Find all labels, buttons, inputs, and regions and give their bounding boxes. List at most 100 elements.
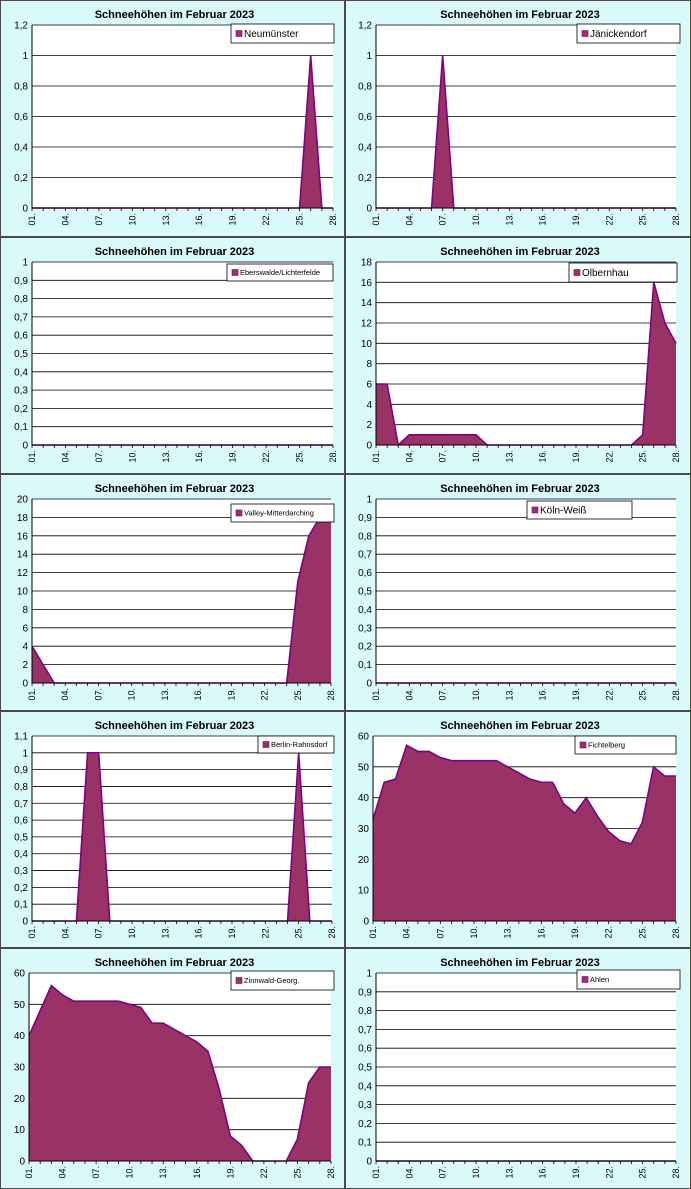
x-tick-label: 04. (404, 688, 414, 701)
legend-swatch (579, 741, 587, 749)
x-tick-label: 07. (435, 926, 445, 939)
chart-svg: 0 0,2 0,4 0,6 0,8 1 1,2 01. 04. 07. 10. 13. 16. 19. 22… (14, 9, 338, 226)
x-tick-label: 28. (326, 688, 336, 701)
y-tick-label: 10 (17, 587, 29, 598)
x-tick-label: 19. (571, 450, 581, 463)
x-tick-label: 19. (227, 926, 237, 939)
y-tick-label: 0 (22, 679, 28, 690)
x-tick-label: 16. (194, 213, 204, 226)
x-tick-label: 07. (438, 1166, 448, 1179)
y-tick-label: 0,4 (358, 143, 372, 154)
x-tick-label: 10. (469, 926, 479, 939)
y-tick-label: 50 (14, 1000, 26, 1011)
y-tick-label: 0,7 (14, 312, 28, 323)
chart-panel: 0 0,1 0,2 0,3 0,4 0,5 0,6 0,7 0,8 0,9 1 01. 04. 07. 10… (345, 948, 691, 1189)
x-tick-label: 19. (226, 688, 236, 701)
y-tick-label: 0,2 (14, 404, 28, 415)
y-tick-label: 0,5 (14, 832, 28, 843)
legend-label: Berlin-Rahnsdorf (271, 740, 328, 749)
x-tick-label: 13. (504, 213, 514, 226)
x-tick-label: 10. (471, 450, 481, 463)
x-tick-label: 10. (471, 688, 481, 701)
y-tick-label: 0,7 (358, 550, 372, 561)
x-tick-label: 25. (637, 926, 647, 939)
y-tick-label: 0,4 (358, 1081, 372, 1092)
chart-panel: 0 10 20 30 40 50 60 01. 04. 07. 10. 13. 16. 19. 22. 25.… (0, 948, 345, 1189)
x-tick-label: 01. (368, 926, 378, 939)
chart-panel: 0 0,2 0,4 0,6 0,8 1 1,2 01. 04. 07. 10. 13. 16. 19. 22… (0, 0, 345, 237)
y-tick-label: 18 (17, 513, 29, 524)
series-area (373, 745, 676, 921)
x-tick-label: 04. (60, 213, 70, 226)
chart-panel: 0 0,1 0,2 0,3 0,4 0,5 0,6 0,7 0,8 0,9 1 01. 04. 07. 10… (345, 474, 691, 711)
x-tick-label: 01. (371, 213, 381, 226)
y-tick-label: 0,6 (14, 331, 28, 342)
chart-svg: 0 2 4 6 8 10 12 14 16 18 20 01. 04. 07. 10. 13. 16. 19. 22… (17, 483, 336, 701)
x-tick-label: 13. (161, 450, 171, 463)
x-tick-label: 28. (671, 450, 681, 463)
y-tick-label: 0,8 (14, 782, 28, 793)
legend-label: Valley-Mitterdarching (244, 509, 314, 518)
x-tick-label: 07. (438, 688, 448, 701)
legend: Ahlen (576, 969, 681, 990)
x-tick-label: 01. (371, 688, 381, 701)
y-tick-label: 0,4 (14, 143, 28, 154)
x-tick-label: 01. (24, 1166, 34, 1179)
y-tick-label: 0 (22, 204, 28, 215)
x-tick-label: 10. (471, 213, 481, 226)
legend: Berlin-Rahnsdorf (257, 735, 335, 754)
x-tick-label: 25. (638, 213, 648, 226)
y-tick-label: 0,7 (358, 1025, 372, 1036)
x-tick-label: 25. (638, 450, 648, 463)
x-tick-label: 13. (503, 926, 513, 939)
y-tick-label: 0,3 (358, 1100, 372, 1111)
y-tick-label: 4 (22, 642, 28, 653)
chart-panel: 0 0,2 0,4 0,6 0,8 1 1,2 01. 04. 07. 10. 13. 16. 19. 22… (345, 0, 691, 237)
y-tick-label: 10 (14, 1125, 26, 1136)
legend-swatch (581, 30, 589, 37)
chart-title: Schneehöhen im Februar 2023 (440, 720, 600, 732)
y-tick-label: 1 (366, 51, 372, 62)
y-tick-label: 0 (22, 441, 28, 452)
y-tick-label: 18 (361, 258, 373, 269)
y-tick-label: 0,8 (14, 82, 28, 93)
plot-area (32, 736, 332, 921)
x-tick-label: 10. (127, 213, 137, 226)
legend-swatch (581, 976, 589, 983)
chart-svg: 0 0,1 0,2 0,3 0,4 0,5 0,6 0,7 0,8 0,9 1 01. 04. 07. 10… (358, 957, 681, 1179)
x-tick-label: 25. (292, 1166, 302, 1179)
chart-title: Schneehöhen im Februar 2023 (95, 9, 255, 21)
y-tick-label: 2 (22, 660, 28, 671)
x-tick-label: 13. (504, 450, 514, 463)
y-tick-label: 0,9 (14, 765, 28, 776)
x-tick-label: 19. (228, 450, 238, 463)
x-tick-label: 04. (60, 926, 70, 939)
y-tick-label: 0 (366, 441, 372, 452)
legend: Fichtelberg (574, 735, 677, 755)
y-tick-label: 0,4 (14, 849, 28, 860)
y-tick-label: 12 (17, 568, 29, 579)
legend-label: Olbernhau (582, 268, 629, 279)
y-tick-label: 16 (361, 278, 373, 289)
x-tick-label: 22. (604, 926, 614, 939)
legend: Jänickendorf (576, 23, 681, 44)
y-tick-label: 0,1 (358, 1138, 372, 1149)
chart-svg: 0 10 20 30 40 50 60 01. 04. 07. 10. 13. 16. 19. 22. 25.… (358, 720, 681, 939)
y-tick-label: 20 (17, 495, 29, 506)
y-tick-label: 6 (366, 380, 372, 391)
legend-label: Neumünster (244, 29, 299, 40)
y-tick-label: 0,2 (358, 1119, 372, 1130)
y-tick-label: 1 (366, 495, 372, 506)
x-tick-label: 28. (328, 450, 338, 463)
x-tick-label: 22. (604, 450, 614, 463)
x-tick-label: 07. (438, 213, 448, 226)
x-tick-label: 16. (536, 926, 546, 939)
y-tick-label: 0,1 (358, 660, 372, 671)
y-tick-label: 1 (22, 258, 28, 269)
y-tick-label: 0 (363, 917, 369, 928)
y-tick-label: 0,9 (358, 513, 372, 524)
x-tick-label: 04. (58, 1166, 68, 1179)
x-tick-label: 28. (326, 1166, 336, 1179)
y-tick-label: 20 (358, 855, 370, 866)
x-tick-label: 22. (261, 213, 271, 226)
